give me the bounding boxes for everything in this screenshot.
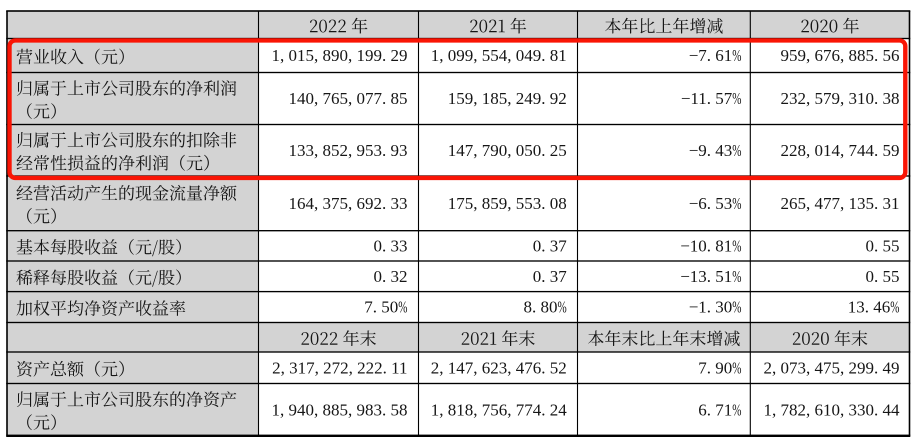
svg-text:−9. 43: −9. 43 bbox=[689, 141, 733, 160]
svg-text:%: % bbox=[890, 298, 899, 317]
svg-text:0. 55: 0. 55 bbox=[866, 267, 900, 286]
svg-text:959, 676, 885. 56: 959, 676, 885. 56 bbox=[781, 46, 900, 65]
svg-text:%: % bbox=[732, 237, 741, 256]
svg-text:0. 32: 0. 32 bbox=[374, 267, 408, 286]
svg-text:164, 375, 692. 33: 164, 375, 692. 33 bbox=[289, 194, 408, 213]
svg-text:%: % bbox=[732, 268, 741, 287]
svg-text:0. 37: 0. 37 bbox=[533, 267, 568, 286]
svg-text:228, 014, 744. 59: 228, 014, 744. 59 bbox=[781, 141, 900, 160]
svg-text:2, 073, 475, 299. 49: 2, 073, 475, 299. 49 bbox=[764, 358, 900, 377]
svg-text:265, 477, 135. 31: 265, 477, 135. 31 bbox=[781, 194, 900, 213]
svg-text:6. 71: 6. 71 bbox=[698, 400, 732, 419]
svg-text:7. 90: 7. 90 bbox=[698, 358, 732, 377]
svg-text:%: % bbox=[398, 298, 407, 317]
svg-text:%: % bbox=[732, 47, 741, 66]
svg-text:%: % bbox=[732, 195, 741, 214]
svg-text:7. 50: 7. 50 bbox=[364, 298, 398, 317]
svg-text:13. 46: 13. 46 bbox=[848, 298, 891, 317]
svg-text:2, 317, 272, 222. 11: 2, 317, 272, 222. 11 bbox=[272, 358, 407, 377]
svg-text:%: % bbox=[558, 298, 567, 317]
svg-text:%: % bbox=[732, 298, 741, 317]
svg-text:1, 099, 554, 049. 81: 1, 099, 554, 049. 81 bbox=[431, 46, 567, 65]
svg-text:147, 790, 050. 25: 147, 790, 050. 25 bbox=[448, 141, 567, 160]
svg-text:133, 852, 953. 93: 133, 852, 953. 93 bbox=[289, 141, 408, 160]
svg-text:%: % bbox=[732, 401, 741, 420]
svg-text:0. 55: 0. 55 bbox=[866, 236, 900, 255]
svg-text:−7. 61: −7. 61 bbox=[689, 46, 733, 65]
svg-text:−10. 81: −10. 81 bbox=[680, 236, 732, 255]
svg-text:0. 37: 0. 37 bbox=[533, 236, 568, 255]
svg-text:159, 185, 249. 92: 159, 185, 249. 92 bbox=[448, 89, 567, 108]
svg-text:140, 765, 077. 85: 140, 765, 077. 85 bbox=[289, 89, 408, 108]
svg-text:−1. 30: −1. 30 bbox=[689, 298, 733, 317]
svg-text:175, 859, 553. 08: 175, 859, 553. 08 bbox=[448, 194, 567, 213]
svg-text:1, 940, 885, 983. 58: 1, 940, 885, 983. 58 bbox=[272, 400, 408, 419]
svg-text:−6. 53: −6. 53 bbox=[689, 194, 733, 213]
svg-text:1, 818, 756, 774. 24: 1, 818, 756, 774. 24 bbox=[431, 400, 568, 419]
svg-text:1, 015, 890, 199. 29: 1, 015, 890, 199. 29 bbox=[272, 46, 408, 65]
svg-text:232, 579, 310. 38: 232, 579, 310. 38 bbox=[781, 89, 900, 108]
svg-text:%: % bbox=[732, 90, 741, 109]
svg-text:−11. 57: −11. 57 bbox=[681, 89, 733, 108]
svg-text:%: % bbox=[732, 142, 741, 161]
svg-text:−13. 51: −13. 51 bbox=[680, 267, 732, 286]
svg-text:%: % bbox=[732, 359, 741, 378]
svg-text:1, 782, 610, 330. 44: 1, 782, 610, 330. 44 bbox=[764, 400, 901, 419]
svg-text:8. 80: 8. 80 bbox=[524, 298, 558, 317]
svg-text:0. 33: 0. 33 bbox=[374, 236, 408, 255]
svg-text:2, 147, 623, 476. 52: 2, 147, 623, 476. 52 bbox=[431, 358, 567, 377]
